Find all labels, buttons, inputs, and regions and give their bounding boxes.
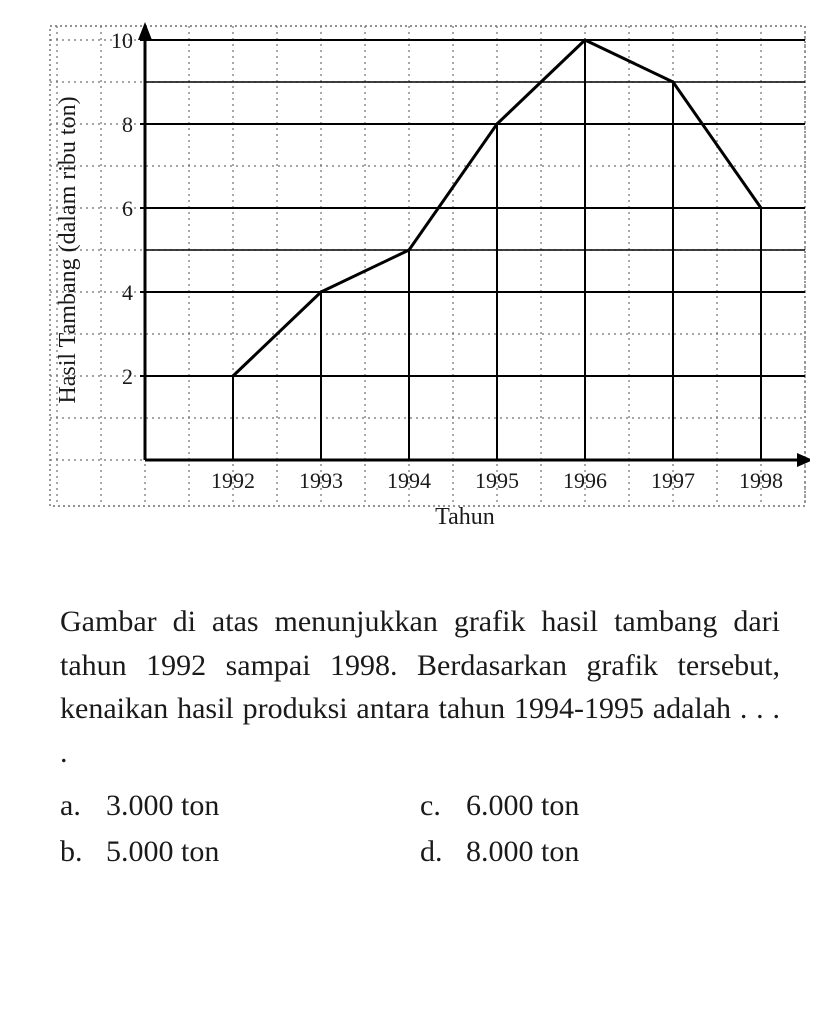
option-b: b. 5.000 ton <box>60 830 420 874</box>
svg-text:1995: 1995 <box>475 468 519 493</box>
option-c: c. 6.000 ton <box>420 784 780 828</box>
option-a: a. 3.000 ton <box>60 784 420 828</box>
svg-text:6: 6 <box>122 196 133 221</box>
svg-text:Hasil Tambang (dalam ribu ton): Hasil Tambang (dalam ribu ton) <box>55 96 81 403</box>
option-b-letter: b. <box>60 830 106 874</box>
option-b-text: 5.000 ton <box>106 830 420 874</box>
option-d-text: 8.000 ton <box>466 830 780 874</box>
svg-text:Tahun: Tahun <box>435 504 495 530</box>
question-text: Gambar di atas menunjukkan grafik hasil … <box>60 600 780 774</box>
option-a-text: 3.000 ton <box>106 784 420 828</box>
svg-text:2: 2 <box>122 364 133 389</box>
svg-text:1992: 1992 <box>211 468 255 493</box>
chart-svg: 2 4 6 8 10 1992 1993 1994 1995 1996 1997 1998 Hasil … <box>30 20 810 550</box>
svg-text:1993: 1993 <box>299 468 343 493</box>
page: 2 4 6 8 10 1992 1993 1994 1995 1996 1997 1998 Hasil … <box>0 0 833 1011</box>
option-d: d. 8.000 ton <box>420 830 780 874</box>
options: a. 3.000 ton c. 6.000 ton b. 5.000 ton d… <box>60 782 780 873</box>
option-a-letter: a. <box>60 784 106 828</box>
svg-text:4: 4 <box>122 280 133 305</box>
option-c-text: 6.000 ton <box>466 784 780 828</box>
line-chart: 2 4 6 8 10 1992 1993 1994 1995 1996 1997 1998 Hasil … <box>30 20 810 550</box>
option-d-letter: d. <box>420 830 466 874</box>
svg-text:8: 8 <box>122 112 133 137</box>
svg-text:1996: 1996 <box>563 468 607 493</box>
svg-text:1998: 1998 <box>739 468 783 493</box>
question-block: Gambar di atas menunjukkan grafik hasil … <box>60 600 780 873</box>
svg-text:10: 10 <box>111 28 133 53</box>
svg-text:1997: 1997 <box>651 468 695 493</box>
option-c-letter: c. <box>420 784 466 828</box>
svg-text:1994: 1994 <box>387 468 431 493</box>
